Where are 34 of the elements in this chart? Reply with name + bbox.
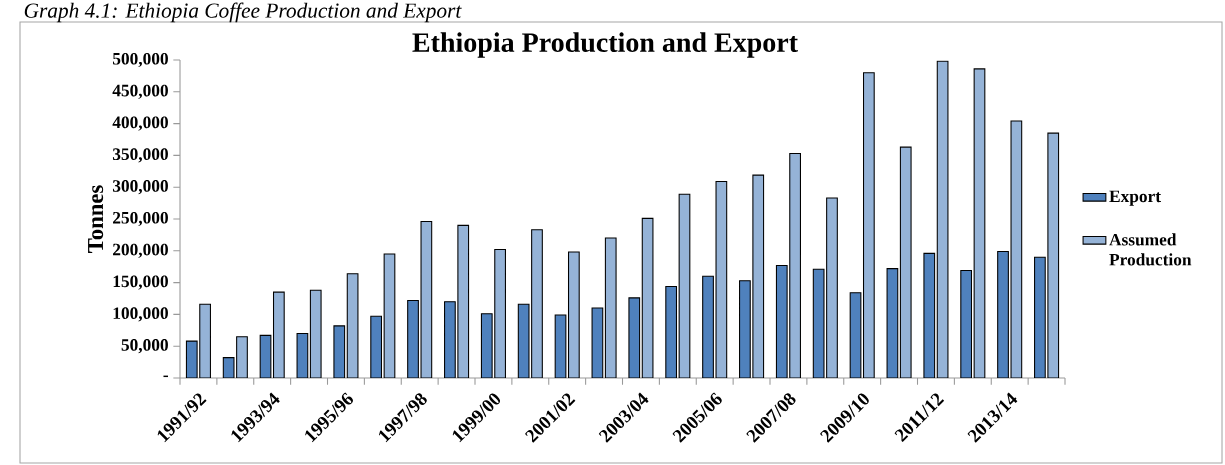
bar bbox=[199, 303, 211, 378]
y-axis-title: Tonnes bbox=[88, 185, 104, 253]
bar bbox=[1034, 256, 1046, 378]
bar bbox=[826, 197, 838, 378]
bar bbox=[272, 291, 285, 378]
y-tick-label: 100,000 bbox=[113, 307, 168, 322]
y-tick-label: 200,000 bbox=[113, 243, 168, 258]
caption: Graph 4.1: Ethiopia Coffee Production and Export bbox=[24, 2, 462, 23]
bar bbox=[567, 251, 580, 378]
bar bbox=[665, 285, 678, 378]
bar bbox=[862, 72, 875, 378]
y-tick-label: 500,000 bbox=[112, 52, 168, 68]
bar bbox=[494, 248, 506, 378]
y-tick-label: 50,000 bbox=[121, 339, 168, 354]
y-tick-label: 450,000 bbox=[112, 84, 168, 99]
y-tick-label: 400,000 bbox=[112, 116, 168, 131]
bar bbox=[407, 299, 419, 378]
bar bbox=[702, 275, 714, 378]
y-tick-label: - bbox=[163, 375, 168, 378]
y-tick-label: 350,000 bbox=[112, 148, 168, 163]
y-tick-label: 300,000 bbox=[112, 180, 168, 195]
bar bbox=[531, 229, 543, 378]
chart-title: Ethiopia Production and Export bbox=[412, 32, 798, 58]
bar bbox=[370, 315, 383, 378]
bar bbox=[997, 250, 1009, 378]
bar bbox=[444, 301, 456, 378]
bar bbox=[739, 280, 751, 378]
y-tick-label: 250,000 bbox=[113, 211, 168, 227]
bar bbox=[789, 152, 801, 378]
bar bbox=[236, 336, 248, 378]
legend-label: Assumed Production bbox=[1109, 233, 1192, 266]
legend-label: Export bbox=[1109, 190, 1161, 206]
y-tick-label: 150,000 bbox=[113, 275, 168, 290]
bar bbox=[960, 269, 973, 378]
